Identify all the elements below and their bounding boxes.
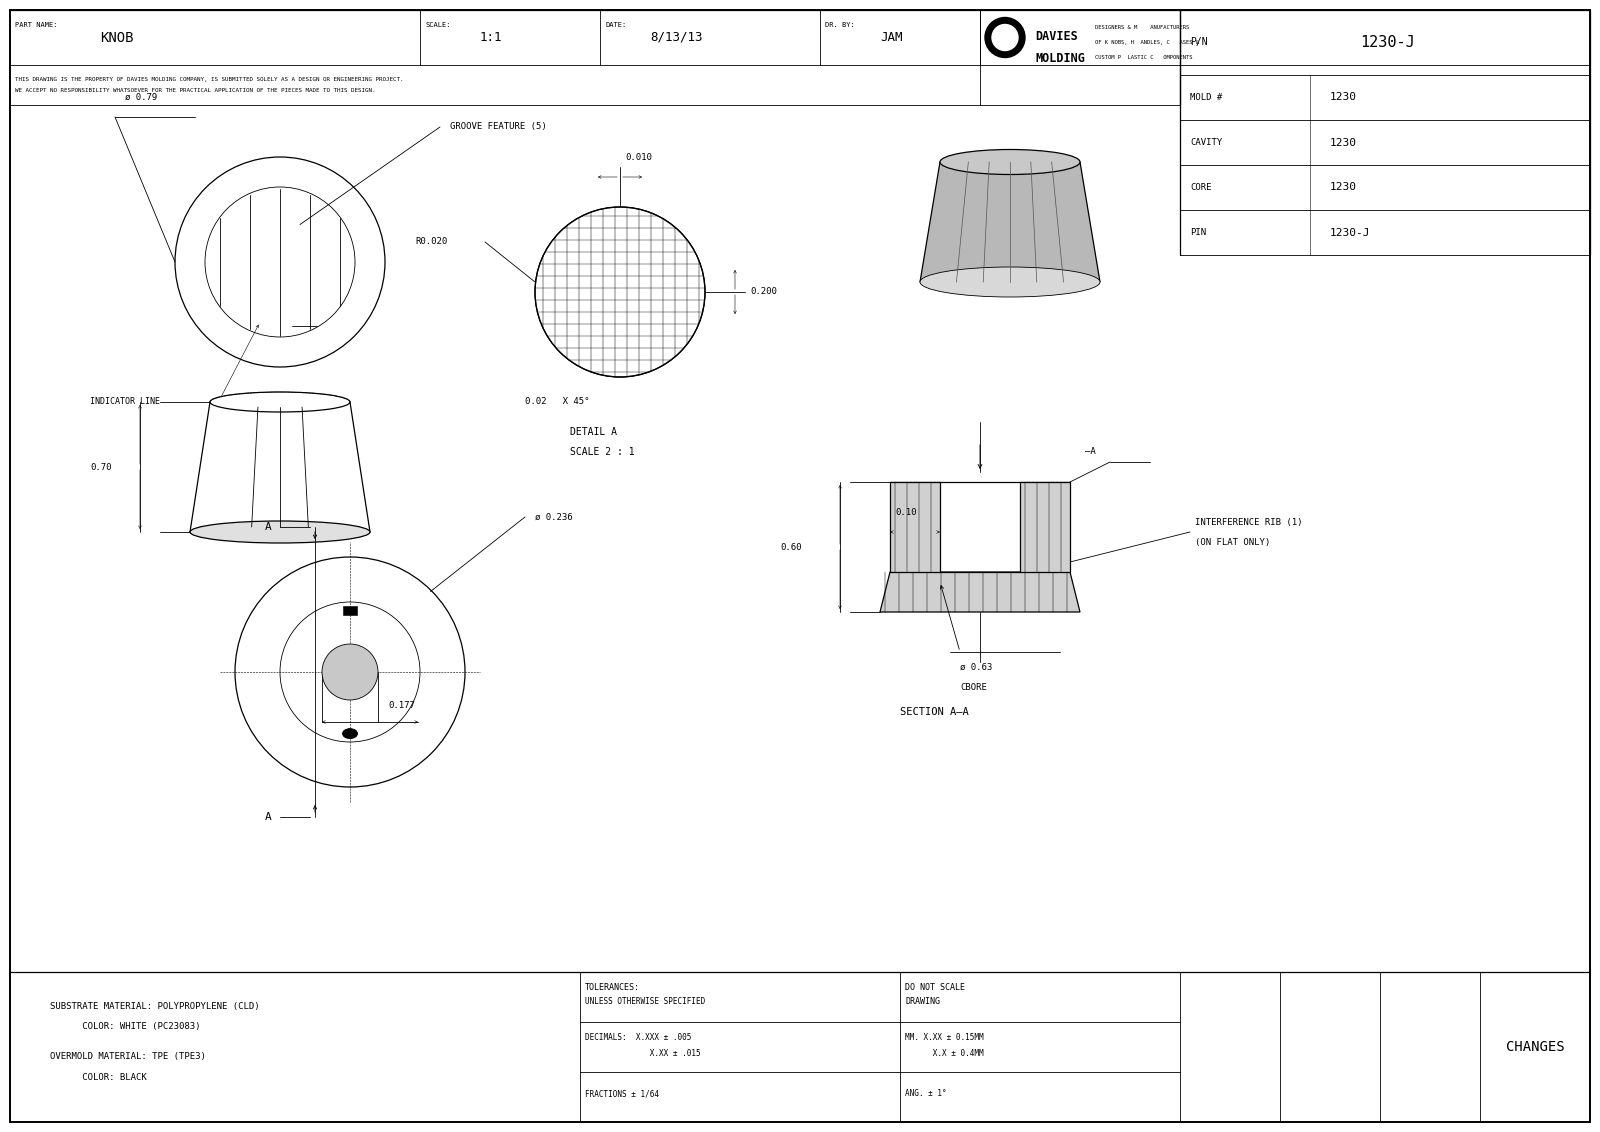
Text: 0.60: 0.60 — [781, 542, 802, 551]
Text: DECIMALS:  X.XXX ± .005: DECIMALS: X.XXX ± .005 — [586, 1032, 691, 1041]
Text: GROOVE FEATURE (5): GROOVE FEATURE (5) — [450, 122, 547, 131]
Text: DO NOT SCALE: DO NOT SCALE — [906, 983, 965, 992]
Text: 1230: 1230 — [1330, 93, 1357, 103]
Polygon shape — [1021, 482, 1070, 572]
Text: OVERMOLD MATERIAL: TPE (TPE3): OVERMOLD MATERIAL: TPE (TPE3) — [50, 1053, 206, 1062]
Text: COLOR: BLACK: COLOR: BLACK — [50, 1072, 147, 1081]
Ellipse shape — [190, 521, 370, 543]
Text: THIS DRAWING IS THE PROPERTY OF DAVIES MOLDING COMPANY, IS SUBMITTED SOLELY AS A: THIS DRAWING IS THE PROPERTY OF DAVIES M… — [14, 77, 403, 82]
Bar — [342, 606, 357, 615]
Text: 1230: 1230 — [1330, 182, 1357, 192]
Text: DR. BY:: DR. BY: — [826, 22, 854, 28]
Ellipse shape — [920, 267, 1101, 297]
Text: FRACTIONS ± 1/64: FRACTIONS ± 1/64 — [586, 1089, 659, 1098]
Polygon shape — [890, 482, 941, 572]
Text: X.X ± 0.4MM: X.X ± 0.4MM — [906, 1049, 984, 1058]
Circle shape — [992, 25, 1018, 51]
Text: 1230-J: 1230-J — [1360, 35, 1414, 50]
Text: 1:1: 1:1 — [480, 31, 502, 44]
Text: 8/13/13: 8/13/13 — [650, 31, 702, 44]
Text: SECTION A–A: SECTION A–A — [899, 708, 968, 717]
Text: MM. X.XX ± 0.15MM: MM. X.XX ± 0.15MM — [906, 1032, 984, 1041]
Text: CBORE: CBORE — [960, 683, 987, 692]
Text: PART NAME:: PART NAME: — [14, 22, 58, 28]
Ellipse shape — [342, 729, 357, 738]
Text: ø 0.236: ø 0.236 — [534, 513, 573, 522]
Text: KNOB: KNOB — [99, 31, 133, 44]
Text: CHANGES: CHANGES — [1506, 1040, 1565, 1054]
Text: DESIGNERS & M    ANUFACTURERS: DESIGNERS & M ANUFACTURERS — [1094, 25, 1189, 31]
Text: X.XX ± .015: X.XX ± .015 — [586, 1049, 701, 1058]
Text: MOLD #: MOLD # — [1190, 93, 1222, 102]
Text: R0.020: R0.020 — [414, 238, 448, 247]
Text: (ON FLAT ONLY): (ON FLAT ONLY) — [1195, 538, 1270, 547]
Text: A: A — [266, 522, 272, 532]
Text: 0.177: 0.177 — [387, 701, 414, 710]
Text: JAM: JAM — [880, 31, 902, 44]
Text: PIN: PIN — [1190, 228, 1206, 237]
Text: 0.200: 0.200 — [750, 288, 778, 297]
Text: INDICATOR LINE: INDICATOR LINE — [90, 397, 160, 406]
Text: 0.70: 0.70 — [90, 463, 112, 472]
Text: 1230-J: 1230-J — [1330, 228, 1371, 238]
Circle shape — [322, 644, 378, 700]
Text: 0.10: 0.10 — [894, 508, 917, 517]
Text: DATE:: DATE: — [605, 22, 626, 28]
Text: 0.010: 0.010 — [626, 153, 651, 162]
Text: DRAWING: DRAWING — [906, 997, 941, 1006]
Text: P/N: P/N — [1190, 37, 1208, 48]
Text: DETAIL A: DETAIL A — [570, 427, 618, 437]
Text: CORE: CORE — [1190, 183, 1211, 192]
Text: SCALE:: SCALE: — [426, 22, 451, 28]
Text: CAVITY: CAVITY — [1190, 138, 1222, 147]
Text: 1230: 1230 — [1330, 137, 1357, 147]
Text: 0.02   X 45°: 0.02 X 45° — [525, 397, 589, 406]
Text: ø 0.79: ø 0.79 — [125, 93, 157, 102]
Ellipse shape — [941, 149, 1080, 174]
Text: A: A — [266, 812, 272, 822]
Text: CUSTOM P  LASTIC C   OMPONENTS: CUSTOM P LASTIC C OMPONENTS — [1094, 55, 1192, 60]
Text: SCALE 2 : 1: SCALE 2 : 1 — [570, 447, 635, 457]
Text: MOLDING: MOLDING — [1035, 52, 1085, 65]
Circle shape — [986, 17, 1026, 58]
Text: ANG. ± 1°: ANG. ± 1° — [906, 1089, 947, 1098]
Text: SUBSTRATE MATERIAL: POLYPROPYLENE (CLD): SUBSTRATE MATERIAL: POLYPROPYLENE (CLD) — [50, 1003, 259, 1012]
Text: –A: –A — [1085, 447, 1096, 456]
Text: TOLERANCES:: TOLERANCES: — [586, 983, 640, 992]
Text: UNLESS OTHERWISE SPECIFIED: UNLESS OTHERWISE SPECIFIED — [586, 997, 706, 1006]
Circle shape — [534, 207, 706, 377]
Text: WE ACCEPT NO RESPONSIBILITY WHATSOEVER FOR THE PRACTICAL APPLICATION OF THE PIEC: WE ACCEPT NO RESPONSIBILITY WHATSOEVER F… — [14, 88, 376, 94]
Polygon shape — [880, 572, 1080, 612]
Text: DAVIES: DAVIES — [1035, 31, 1078, 43]
Text: INTERFERENCE RIB (1): INTERFERENCE RIB (1) — [1195, 517, 1302, 526]
Polygon shape — [920, 162, 1101, 282]
Text: COLOR: WHITE (PC23083): COLOR: WHITE (PC23083) — [50, 1022, 200, 1031]
Text: OF K NOBS, H  ANDLES, C   ASES &: OF K NOBS, H ANDLES, C ASES & — [1094, 40, 1198, 45]
Text: ø 0.63: ø 0.63 — [960, 662, 992, 671]
